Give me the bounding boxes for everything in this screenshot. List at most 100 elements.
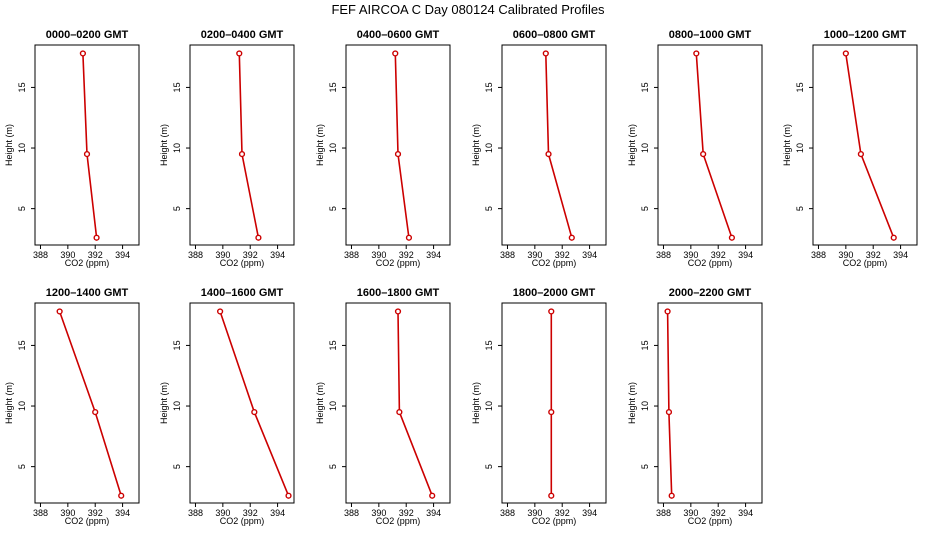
x-tick-label: 392 (711, 250, 726, 260)
panel-title: 1400–1600 GMT (201, 287, 284, 299)
panel-title: 1200–1400 GMT (46, 287, 129, 299)
x-tick-label: 388 (188, 250, 203, 260)
data-point (285, 492, 292, 499)
x-tick-label: 390 (215, 250, 230, 260)
data-point (93, 234, 100, 241)
x-tick-label: 392 (243, 250, 258, 260)
x-tick-label: 390 (683, 508, 698, 518)
y-tick-label: 10 (328, 401, 338, 411)
plot-box (501, 302, 607, 504)
y-axis-title: Height (m) (627, 382, 637, 424)
panel-5: 1000–1200 GMT 388 390 392 394 5 10 15 CO2 (ppm) H… (782, 29, 918, 268)
x-tick-label: 392 (555, 250, 570, 260)
y-tick-label: 5 (484, 206, 494, 211)
y-tick-label: 5 (172, 206, 182, 211)
x-tick-label: 392 (711, 508, 726, 518)
x-tick-label: 394 (115, 508, 130, 518)
y-tick-label: 5 (172, 464, 182, 469)
data-point (728, 234, 735, 241)
x-tick-label: 394 (738, 508, 753, 518)
panel-title: 1600–1800 GMT (357, 287, 440, 299)
x-tick-label: 390 (527, 250, 542, 260)
x-tick-label: 390 (683, 250, 698, 260)
plot-box (34, 302, 140, 504)
x-tick-label: 390 (527, 508, 542, 518)
x-axis-title: CO2 (ppm) (688, 258, 733, 268)
y-axis-title: Height (m) (471, 382, 481, 424)
y-tick-label: 5 (328, 206, 338, 211)
profile-line (845, 53, 895, 238)
x-tick-label: 394 (582, 250, 597, 260)
y-tick-label: 15 (328, 340, 338, 350)
x-tick-label: 394 (115, 250, 130, 260)
x-tick-label: 390 (215, 508, 230, 518)
profile-line (238, 53, 260, 238)
plot-box (812, 44, 918, 246)
panel-10: 2000–2200 GMT 388 390 392 394 5 10 15 CO2 (ppm) H… (627, 287, 763, 526)
x-tick-label: 392 (243, 508, 258, 518)
x-axis-title: CO2 (ppm) (532, 258, 577, 268)
y-tick-label: 15 (328, 82, 338, 92)
x-tick-label: 390 (60, 508, 75, 518)
plot-box (501, 44, 607, 246)
y-tick-label: 10 (172, 143, 182, 153)
x-axis-title: CO2 (ppm) (532, 516, 577, 526)
data-point (548, 408, 555, 416)
panel-title: 0800–1000 GMT (669, 29, 752, 41)
y-tick-label: 5 (795, 206, 805, 211)
profile-line (219, 311, 290, 497)
y-tick-label: 5 (484, 464, 494, 469)
data-point (236, 50, 243, 57)
figure-title: FEF AIRCOA C Day 080124 Calibrated Profi… (331, 2, 605, 17)
x-axis-title: CO2 (ppm) (843, 258, 888, 268)
y-tick-label: 10 (17, 401, 27, 411)
x-axis-title: CO2 (ppm) (65, 516, 110, 526)
x-tick-label: 390 (371, 250, 386, 260)
y-axis-title: Height (m) (315, 124, 325, 166)
y-tick-label: 10 (640, 401, 650, 411)
x-tick-label: 392 (88, 508, 103, 518)
y-tick-label: 15 (17, 340, 27, 350)
plot-box (345, 302, 451, 504)
x-tick-label: 388 (188, 508, 203, 518)
data-point (396, 408, 403, 416)
panel-7: 1400–1600 GMT 388 390 392 394 5 10 15 CO2 (ppm) H… (159, 287, 295, 526)
panel-title: 0400–0600 GMT (357, 29, 440, 41)
x-axis-title: CO2 (ppm) (65, 258, 110, 268)
y-tick-label: 15 (795, 82, 805, 92)
x-tick-label: 388 (33, 508, 48, 518)
data-point (405, 234, 413, 241)
x-tick-label: 394 (738, 250, 753, 260)
plot-box (189, 302, 295, 504)
data-point (700, 150, 707, 158)
data-point (890, 234, 897, 241)
x-tick-label: 388 (656, 250, 671, 260)
panel-title: 1800–2000 GMT (513, 287, 596, 299)
plot-box (34, 44, 140, 246)
y-tick-label: 5 (17, 464, 27, 469)
y-tick-label: 10 (328, 143, 338, 153)
x-tick-label: 388 (656, 508, 671, 518)
y-tick-label: 15 (172, 340, 182, 350)
x-tick-label: 392 (555, 508, 570, 518)
profile-line (58, 311, 122, 496)
y-tick-label: 10 (172, 401, 182, 411)
x-tick-label: 394 (582, 508, 597, 518)
panel-title: 0200–0400 GMT (201, 29, 284, 41)
panel-grid: 0000–0200 GMT 388 390 392 394 5 10 15 CO2 (ppm) H… (4, 29, 918, 526)
data-point (238, 150, 246, 158)
x-tick-label: 394 (426, 250, 441, 260)
y-axis-title: Height (m) (159, 124, 169, 166)
y-tick-label: 15 (640, 82, 650, 92)
x-tick-label: 388 (33, 250, 48, 260)
x-tick-label: 388 (811, 250, 826, 260)
x-tick-label: 394 (270, 508, 285, 518)
plot-box (657, 302, 763, 504)
data-point (668, 492, 675, 499)
x-tick-label: 394 (270, 250, 285, 260)
x-axis-title: CO2 (ppm) (220, 258, 265, 268)
y-tick-label: 15 (640, 340, 650, 350)
panel-4: 0800–1000 GMT 388 390 392 394 5 10 15 CO2 (ppm) H… (627, 29, 763, 268)
x-axis-title: CO2 (ppm) (688, 516, 733, 526)
panel-1: 0200–0400 GMT 388 390 392 394 5 10 15 CO2 (ppm) H… (159, 29, 295, 268)
